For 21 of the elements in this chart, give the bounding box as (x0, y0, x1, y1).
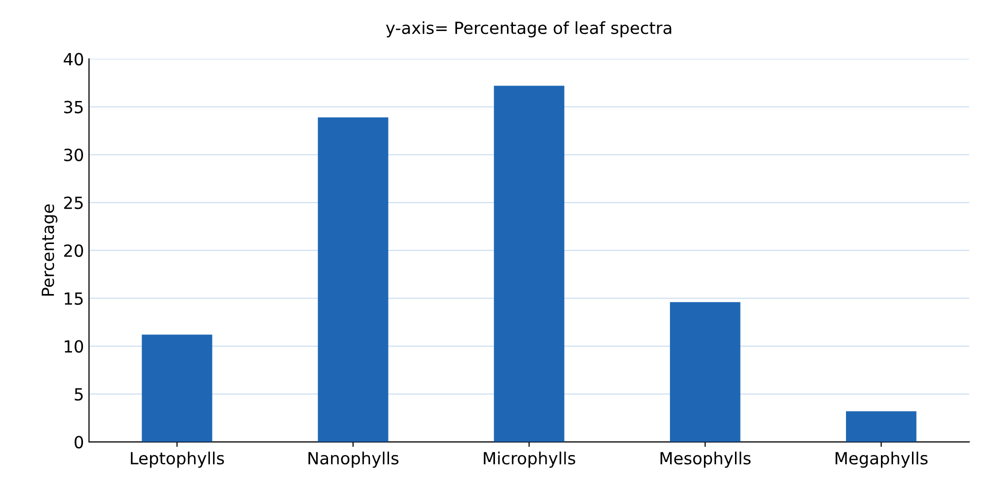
bar (494, 86, 564, 442)
bar (846, 411, 916, 442)
y-tick-label: 0 (74, 436, 84, 448)
y-tick-label: 10 (64, 340, 84, 353)
y-tick-label: 15 (64, 292, 83, 305)
x-tick-label: Nanophylls (308, 452, 398, 468)
bar (142, 334, 212, 442)
x-tick-label: Leptophylls (130, 452, 224, 468)
x-tick-label: Mesophylls (660, 452, 751, 468)
y-axis-title: Percentage (42, 204, 58, 296)
y-tick-label: 35 (64, 100, 83, 114)
x-tick-label: Megaphylls (836, 452, 928, 468)
y-tick-label: 30 (64, 148, 84, 162)
y-tick-label: 25 (64, 196, 83, 210)
bar (670, 302, 740, 442)
bar (318, 117, 388, 442)
y-tick-label: 40 (64, 52, 84, 66)
x-tick-label: Microphylls (484, 452, 576, 468)
y-tick-label: 5 (74, 388, 83, 401)
y-tick-label: 20 (64, 244, 84, 257)
chart-title: y-axis= Percentage of leaf spectra (386, 21, 672, 38)
